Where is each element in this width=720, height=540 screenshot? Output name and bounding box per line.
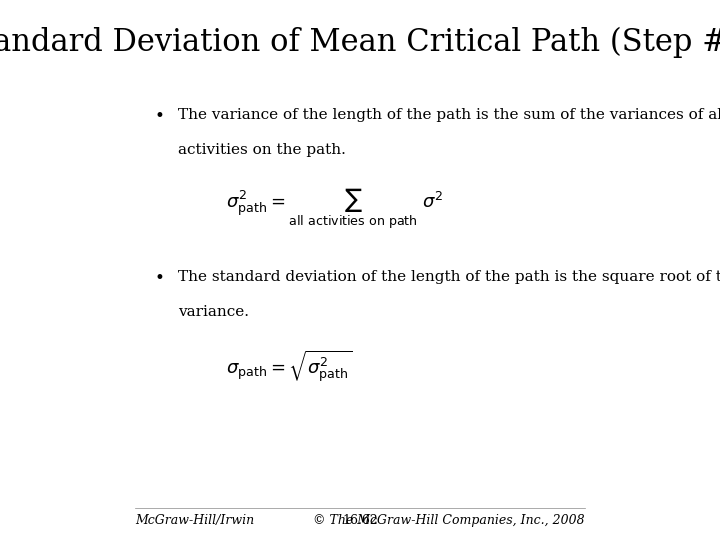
Text: $\sigma^2_{\mathrm{path}} = \sum_{\mathrm{all\ activities\ on\ path}}\ \sigma^2$: $\sigma^2_{\mathrm{path}} = \sum_{\mathr… bbox=[226, 186, 444, 231]
Text: $\sigma_{\mathrm{path}} = \sqrt{\sigma^2_{\mathrm{path}}}$: $\sigma_{\mathrm{path}} = \sqrt{\sigma^2… bbox=[226, 348, 352, 384]
Text: The variance of the length of the path is the sum of the variances of all the: The variance of the length of the path i… bbox=[178, 108, 720, 122]
Text: The standard deviation of the length of the path is the square root of the: The standard deviation of the length of … bbox=[178, 270, 720, 284]
Text: activities on the path.: activities on the path. bbox=[178, 143, 346, 157]
Text: 16.62: 16.62 bbox=[342, 514, 378, 527]
Text: •: • bbox=[154, 108, 164, 125]
Text: variance.: variance. bbox=[178, 305, 249, 319]
Text: Standard Deviation of Mean Critical Path (Step #3): Standard Deviation of Mean Critical Path… bbox=[0, 27, 720, 58]
Text: •: • bbox=[154, 270, 164, 287]
Text: © The McGraw-Hill Companies, Inc., 2008: © The McGraw-Hill Companies, Inc., 2008 bbox=[313, 514, 585, 527]
Text: McGraw-Hill/Irwin: McGraw-Hill/Irwin bbox=[135, 514, 254, 527]
